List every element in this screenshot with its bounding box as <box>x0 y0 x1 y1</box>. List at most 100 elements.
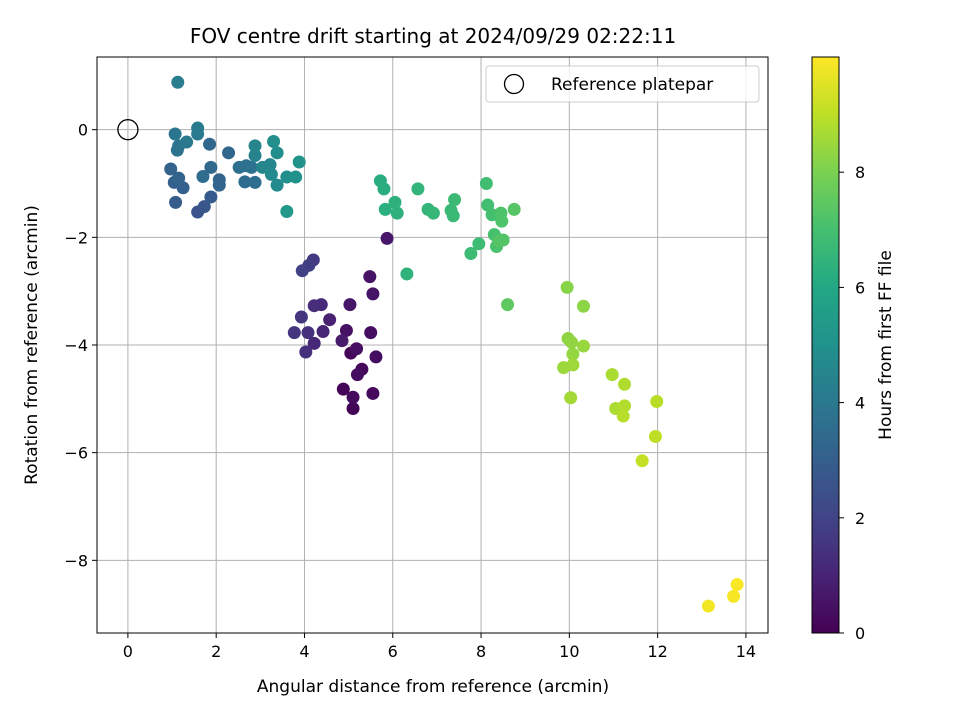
data-point <box>650 395 664 409</box>
colorbar-gradient <box>811 56 840 634</box>
data-point <box>492 234 506 248</box>
data-point <box>390 206 404 220</box>
data-point <box>560 280 574 294</box>
x-tick-label: 12 <box>647 642 667 661</box>
colorbar-label: Hours from first FF file <box>876 250 896 440</box>
data-point <box>446 209 460 223</box>
data-point <box>472 237 486 251</box>
data-point <box>336 382 350 396</box>
data-point <box>369 350 383 364</box>
data-point <box>343 298 357 312</box>
data-point <box>350 342 364 356</box>
colorbar: 0 2 4 6 8 Hours from first FF file <box>811 56 896 643</box>
data-point <box>400 267 414 281</box>
x-tick-label: 8 <box>476 642 486 661</box>
data-point <box>204 160 218 174</box>
data-point <box>292 155 306 169</box>
data-point <box>363 270 377 284</box>
reference-marker-group <box>117 119 139 141</box>
x-tick-label: 2 <box>211 642 221 661</box>
data-point <box>307 336 321 350</box>
data-point <box>576 299 590 313</box>
data-point <box>426 206 440 220</box>
data-point <box>605 368 619 382</box>
y-tick-label: −8 <box>64 551 88 570</box>
data-point <box>364 326 378 340</box>
x-tick-label: 6 <box>388 642 398 661</box>
data-point <box>289 170 303 184</box>
data-point <box>350 368 364 382</box>
data-point <box>280 204 294 218</box>
data-point <box>172 171 186 185</box>
data-point <box>204 190 218 204</box>
data-point <box>464 246 478 260</box>
y-axis-label: Rotation from reference (arcmin) <box>22 205 42 485</box>
colorbar-tick-label: 2 <box>855 509 865 528</box>
data-point <box>565 335 579 349</box>
data-point <box>238 175 252 189</box>
colorbar-tick-label: 0 <box>855 624 865 643</box>
data-point <box>267 135 281 149</box>
x-tick-label: 14 <box>736 642 756 661</box>
data-point <box>366 287 380 301</box>
data-point <box>299 345 313 359</box>
y-tick-label: 0 <box>78 121 88 140</box>
y-tick-label: −4 <box>64 336 88 355</box>
data-point <box>203 137 217 151</box>
data-point <box>301 326 315 340</box>
data-point <box>180 135 194 149</box>
data-point <box>346 402 360 416</box>
data-point <box>481 198 495 212</box>
data-point <box>294 310 308 324</box>
legend-box <box>485 65 760 103</box>
data-point <box>339 323 353 337</box>
x-tick-label: 10 <box>559 642 579 661</box>
data-point <box>727 589 741 603</box>
data-point <box>264 167 278 181</box>
x-axis-ticks: 0 2 4 6 8 10 12 14 <box>123 633 756 661</box>
colorbar-tick-label: 8 <box>855 163 865 182</box>
data-point <box>191 121 205 135</box>
data-point <box>380 231 394 245</box>
data-point <box>164 162 178 176</box>
data-point <box>479 177 493 191</box>
data-point <box>245 160 259 174</box>
legend-marker-reference <box>503 73 525 95</box>
data-point <box>323 313 337 327</box>
data-point <box>212 173 226 187</box>
data-point <box>307 299 321 313</box>
data-points <box>164 75 744 613</box>
y-tick-label: −2 <box>64 228 88 247</box>
data-point <box>378 202 392 216</box>
data-point <box>263 158 277 172</box>
chart-title: FOV centre drift starting at 2024/09/29 … <box>190 24 676 48</box>
data-point <box>248 139 262 153</box>
data-point <box>730 578 744 592</box>
data-point <box>448 193 462 207</box>
data-point <box>346 390 360 404</box>
data-point <box>366 386 380 400</box>
data-point <box>635 454 649 468</box>
data-point <box>576 339 590 353</box>
data-point <box>566 347 580 361</box>
y-axis-ticks: 0 −2 −4 −6 −8 <box>64 121 97 570</box>
data-point <box>197 200 211 214</box>
data-point <box>335 334 349 348</box>
data-point <box>270 178 284 192</box>
x-tick-label: 4 <box>299 642 309 661</box>
colorbar-tick-label: 4 <box>855 394 865 413</box>
data-point <box>316 325 330 339</box>
grid-lines <box>97 57 768 633</box>
data-point <box>501 298 515 312</box>
legend-label-reference: Reference platepar <box>551 75 713 95</box>
data-point <box>495 214 509 228</box>
data-point <box>222 146 236 160</box>
data-point <box>411 182 425 196</box>
y-tick-label: −6 <box>64 444 88 463</box>
data-point <box>169 195 183 209</box>
data-point <box>248 149 262 163</box>
data-point <box>171 75 185 89</box>
x-axis-label: Angular distance from reference (arcmin) <box>257 677 609 697</box>
data-point <box>168 127 182 141</box>
